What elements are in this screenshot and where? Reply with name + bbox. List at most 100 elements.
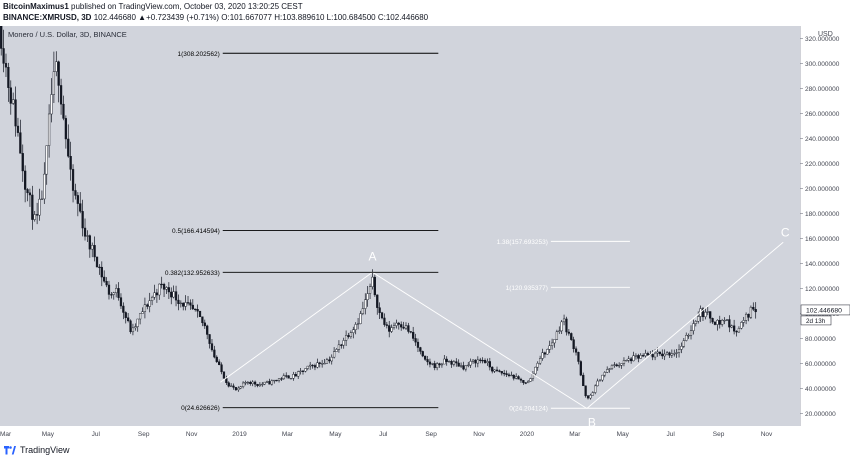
candle-body bbox=[534, 366, 537, 375]
candle-body bbox=[675, 352, 678, 354]
candle-body bbox=[182, 302, 185, 307]
candle-body bbox=[565, 318, 568, 333]
candle-body bbox=[436, 363, 439, 369]
candle-body bbox=[665, 352, 669, 355]
candle-body bbox=[16, 125, 20, 133]
candle-body bbox=[227, 382, 230, 387]
candle-body bbox=[110, 294, 113, 296]
candle-body bbox=[637, 355, 640, 359]
candle-body bbox=[376, 294, 379, 308]
candle-body bbox=[115, 288, 118, 294]
candle-body bbox=[160, 283, 163, 286]
time-axis[interactable]: Mar May Jul Sep Nov 2019 Mar May Jul Sep Nov 2020 Ma… bbox=[0, 431, 773, 438]
candle-body bbox=[368, 286, 372, 294]
candle-body bbox=[663, 353, 666, 357]
candle-body bbox=[289, 378, 293, 380]
price-tick-label: 20.000000 bbox=[805, 411, 836, 418]
candle-body bbox=[618, 364, 621, 367]
candle-body bbox=[136, 318, 139, 327]
candle-body bbox=[383, 317, 386, 325]
tradingview-logo-icon bbox=[4, 445, 16, 454]
candle-body bbox=[407, 325, 410, 332]
candle-body bbox=[285, 375, 288, 377]
candle-body bbox=[186, 302, 190, 304]
candle-body bbox=[495, 369, 499, 372]
candle-body bbox=[311, 364, 314, 367]
candle-body bbox=[165, 287, 168, 290]
candle-body bbox=[701, 308, 705, 318]
candle-body bbox=[129, 320, 132, 333]
candle-body bbox=[95, 256, 99, 268]
candle-body bbox=[323, 363, 326, 365]
candle-body bbox=[476, 359, 479, 364]
candle-body bbox=[318, 362, 321, 364]
candle-body bbox=[213, 349, 216, 358]
candle-body bbox=[189, 302, 192, 306]
candle-body bbox=[426, 359, 429, 363]
candle-body bbox=[749, 306, 753, 318]
time-tick-label: Nov bbox=[473, 431, 485, 438]
candle-body bbox=[694, 321, 697, 324]
candle-body bbox=[728, 319, 731, 328]
candle-body bbox=[536, 362, 539, 368]
candle-body bbox=[280, 378, 283, 380]
candle-body bbox=[55, 61, 58, 72]
candle-body bbox=[546, 349, 549, 355]
candle-body bbox=[297, 371, 300, 377]
extension-level-label: 1.38(157.693253) bbox=[497, 239, 548, 246]
candle-body bbox=[91, 245, 94, 250]
author-name[interactable]: BitcoinMaximus1 bbox=[3, 2, 69, 11]
candle-body bbox=[69, 156, 72, 170]
candle-body bbox=[471, 359, 475, 362]
candle-body bbox=[364, 299, 367, 309]
price-tick-label: 200.000000 bbox=[805, 186, 840, 193]
candle-body bbox=[682, 340, 685, 347]
candle-body bbox=[459, 365, 463, 367]
candle-body bbox=[301, 370, 305, 372]
price-tick-label: 80.000000 bbox=[805, 336, 836, 343]
candle-body bbox=[184, 302, 187, 307]
candle-body bbox=[253, 381, 257, 385]
candle-body bbox=[689, 330, 693, 336]
candle-body bbox=[704, 311, 707, 318]
candle-body bbox=[347, 335, 350, 337]
candle-body bbox=[555, 331, 559, 340]
candle-body bbox=[498, 370, 501, 372]
candle-body bbox=[292, 374, 295, 379]
candle-body bbox=[366, 293, 369, 300]
candle-body bbox=[349, 332, 353, 337]
candle-body bbox=[742, 320, 745, 323]
candle-body bbox=[550, 342, 554, 346]
candle-body bbox=[591, 392, 594, 396]
candle-body bbox=[230, 385, 233, 387]
candle-body bbox=[2, 48, 5, 64]
candle-body bbox=[64, 118, 67, 140]
candle-body bbox=[723, 319, 726, 322]
candle-body bbox=[127, 317, 130, 322]
candle-body bbox=[627, 358, 630, 361]
candle-body bbox=[601, 374, 604, 381]
candle-body bbox=[577, 352, 580, 362]
candle-body bbox=[208, 334, 211, 344]
candle-body bbox=[19, 132, 22, 154]
candle-body bbox=[57, 61, 60, 86]
candle-body bbox=[146, 304, 149, 307]
wave-segment bbox=[220, 271, 373, 383]
price-tick-label: 220.000000 bbox=[805, 161, 840, 168]
chart-footer: TradingView bbox=[0, 440, 850, 461]
candle-body bbox=[103, 276, 106, 282]
candle-body bbox=[483, 360, 487, 363]
chart-area[interactable]: A B C 1(308.202562) 0.5(166.414594) 0.382(13… bbox=[0, 15, 850, 440]
candle-body bbox=[52, 71, 56, 95]
candle-body bbox=[9, 87, 12, 104]
candle-body bbox=[325, 359, 329, 364]
price-tick-label: 300.000000 bbox=[805, 61, 840, 68]
price-chart[interactable]: A B C 1(308.202562) 0.5(166.414594) 0.382(13… bbox=[0, 15, 850, 440]
candle-body bbox=[93, 245, 96, 258]
candle-body bbox=[584, 385, 587, 397]
tradingview-logo[interactable]: TradingView bbox=[4, 445, 70, 455]
price-tick-label: 40.000000 bbox=[805, 386, 836, 393]
candle-body bbox=[321, 363, 324, 365]
candle-body bbox=[677, 349, 681, 353]
candle-body bbox=[709, 311, 712, 319]
